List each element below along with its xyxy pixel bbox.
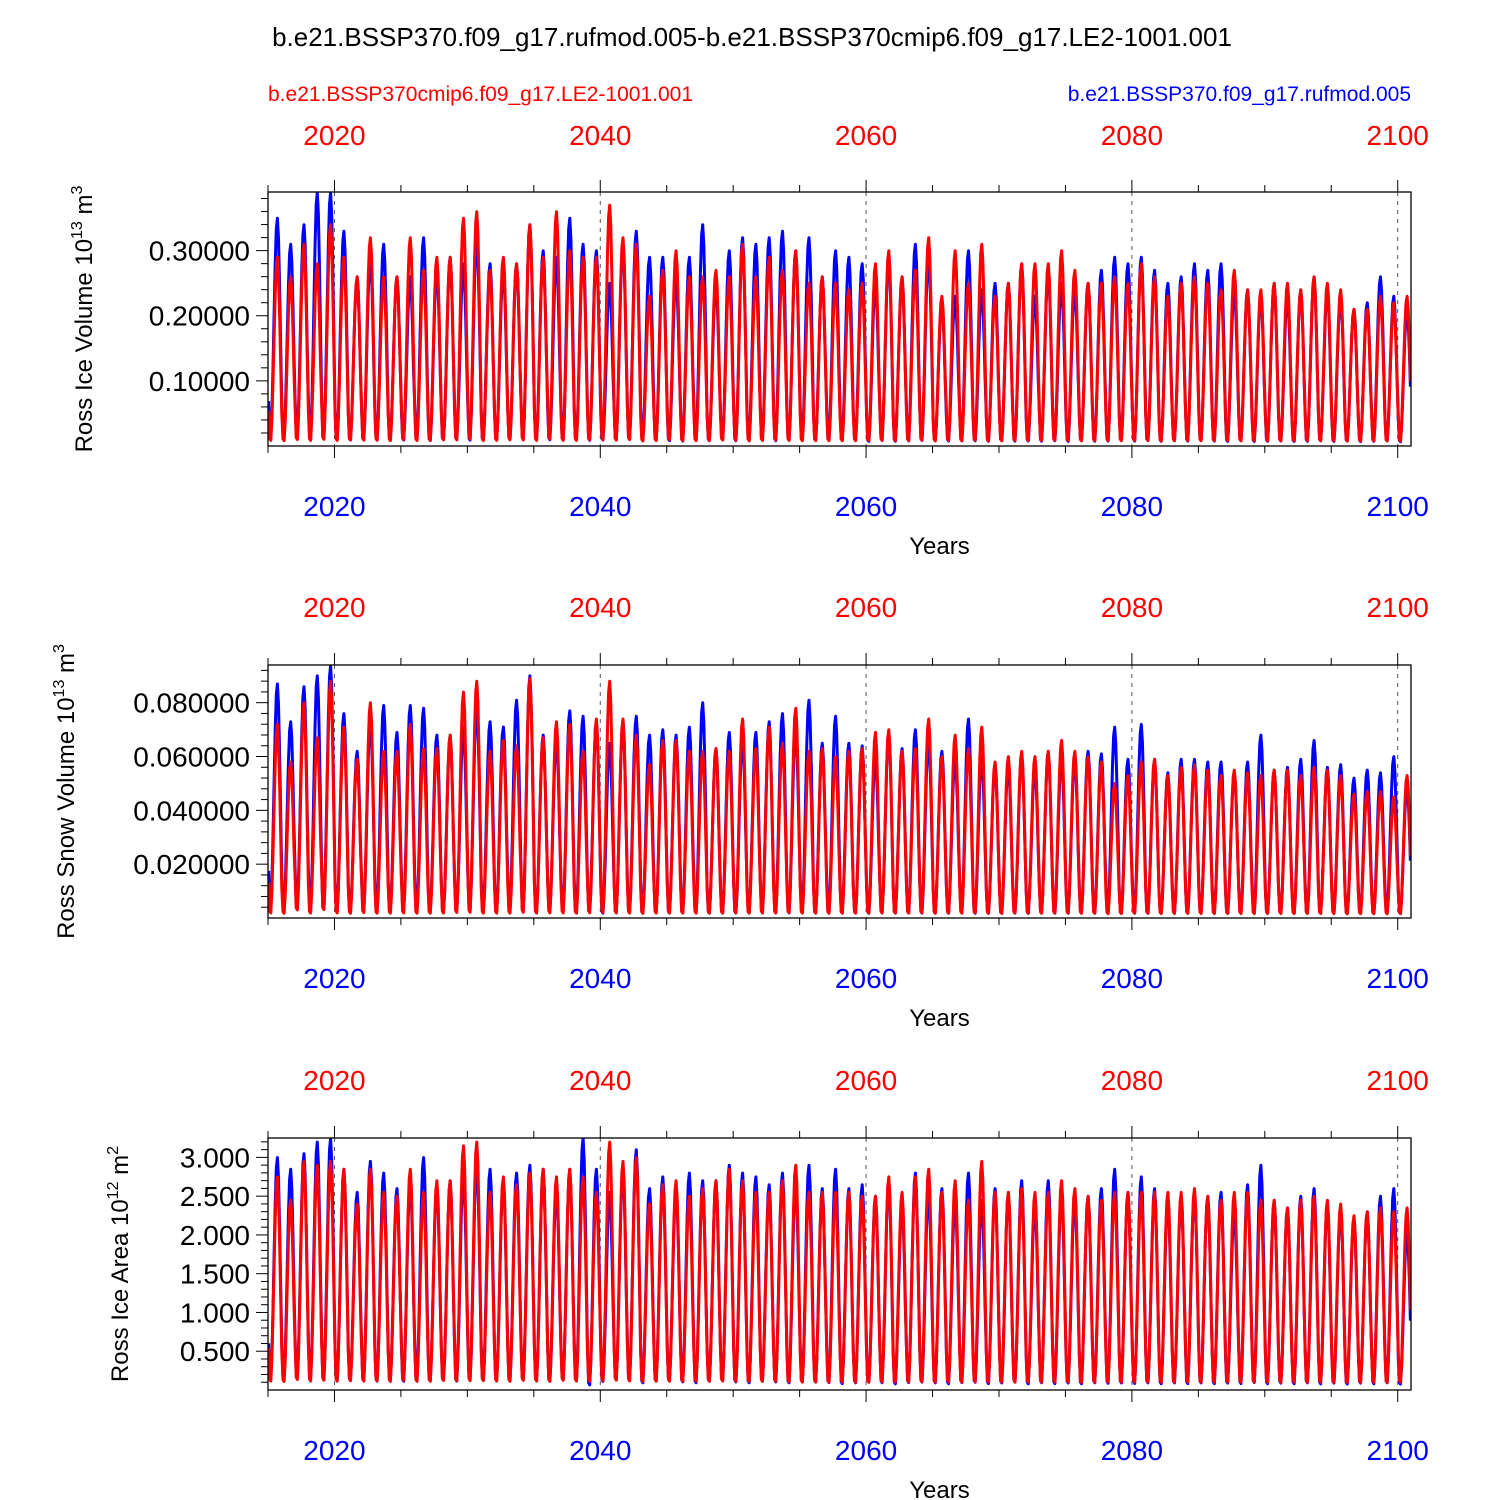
x-tick-label-top: 2100: [1367, 120, 1429, 151]
x-tick-label-top: 2060: [835, 1065, 897, 1096]
x-tick-label-bottom: 2060: [835, 1435, 897, 1466]
y-tick-label: 3.000: [180, 1142, 250, 1173]
y-tick-label: 0.20000: [149, 301, 250, 332]
plot-frame: [267, 1137, 1412, 1391]
chart-title: b.e21.BSSP370.f09_g17.rufmod.005-b.e21.B…: [272, 22, 1232, 52]
series-line-red: [268, 1140, 1411, 1384]
x-tick-label-top: 2080: [1101, 120, 1163, 151]
x-tick-label-bottom: 2080: [1101, 491, 1163, 522]
x-tick-label-top: 2060: [835, 120, 897, 151]
y-tick-label: 0.30000: [149, 236, 250, 267]
x-tick-label-top: 2080: [1101, 592, 1163, 623]
legend-case-red: b.e21.BSSP370cmip6.f09_g17.LE2-1001.001: [268, 83, 693, 106]
x-tick-label-top: 2100: [1367, 1065, 1429, 1096]
plot-frame: [267, 191, 1412, 447]
x-tick-label-top: 2040: [569, 120, 631, 151]
x-tick-label-bottom: 2100: [1367, 963, 1429, 994]
y-tick-label: 2.000: [180, 1220, 250, 1251]
y-tick-label: 0.020000: [133, 849, 250, 880]
y-tick-label: 2.500: [180, 1181, 250, 1212]
series-group: [268, 665, 1411, 916]
x-tick-label-bottom: 2020: [303, 1435, 365, 1466]
y-axis-label: Ross Snow Volume 1013 m3: [51, 644, 80, 939]
legend-case-blue: b.e21.BSSP370.f09_g17.rufmod.005: [1068, 83, 1411, 106]
x-tick-label-top: 2080: [1101, 1065, 1163, 1096]
y-tick-label: 0.060000: [133, 742, 250, 773]
x-tick-label-top: 2020: [303, 120, 365, 151]
x-tick-label-bottom: 2100: [1367, 491, 1429, 522]
x-tick-label-top: 2020: [303, 592, 365, 623]
plot-frame: [267, 664, 1412, 919]
x-tick-label-top: 2020: [303, 1065, 365, 1096]
x-tick-label-bottom: 2100: [1367, 1435, 1429, 1466]
y-tick-label: 1.000: [180, 1297, 250, 1328]
y-tick-label: 0.10000: [149, 366, 250, 397]
panel-1: 2020 2020 2040 2040 2060 2060 2080 2080 2100 2100…: [69, 120, 1429, 560]
x-tick-label-bottom: 2060: [835, 963, 897, 994]
x-tick-label-bottom: 2080: [1101, 1435, 1163, 1466]
x-tick-label-bottom: 2080: [1101, 963, 1163, 994]
x-tick-label-bottom: 2020: [303, 963, 365, 994]
y-tick-label: 0.040000: [133, 795, 250, 826]
series-line-red: [268, 203, 1411, 443]
y-tick-label: 0.500: [180, 1336, 250, 1367]
x-tick-label-top: 2040: [569, 1065, 631, 1096]
x-tick-label-bottom: 2020: [303, 491, 365, 522]
y-tick-label: 0.080000: [133, 688, 250, 719]
panel-2: 2020 2020 2040 2040 2060 2060 2080 2080 2100 2100…: [51, 592, 1429, 1032]
x-tick-label-bottom: 2040: [569, 1435, 631, 1466]
x-tick-label-top: 2060: [835, 592, 897, 623]
x-tick-label-bottom: 2060: [835, 491, 897, 522]
x-axis-label: Years: [909, 533, 970, 560]
y-tick-label: 1.500: [180, 1259, 250, 1290]
series-line-red: [268, 677, 1411, 916]
x-tick-label-bottom: 2040: [569, 963, 631, 994]
x-tick-label-bottom: 2040: [569, 491, 631, 522]
x-axis-label: Years: [909, 1477, 970, 1500]
series-group: [268, 1138, 1411, 1387]
panel-3: 2020 2020 2040 2040 2060 2060 2080 2080 2100 2100…: [105, 1065, 1429, 1500]
x-axis-label: Years: [909, 1005, 970, 1032]
y-axis-label: Ross Ice Volume 1013 m3: [69, 185, 98, 452]
x-tick-label-top: 2100: [1367, 592, 1429, 623]
x-tick-label-top: 2040: [569, 592, 631, 623]
series-group: [268, 192, 1411, 444]
y-axis-label: Ross Ice Area 1012 m2: [105, 1146, 134, 1382]
